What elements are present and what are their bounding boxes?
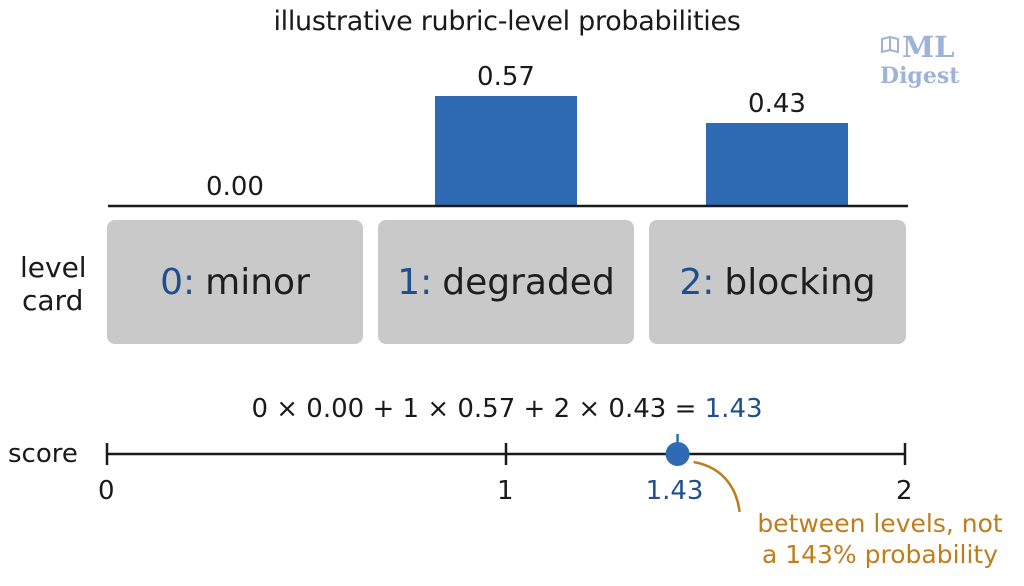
annotation-leader-line	[693, 460, 741, 513]
score-annotation-line1: between levels, not	[757, 509, 1003, 538]
score-tick-label-1: 1	[497, 476, 514, 506]
score-formula-text: 0 × 0.00 + 1 × 0.57 + 2 × 0.43 =	[251, 394, 697, 424]
level-card-1-name: degraded	[442, 261, 615, 303]
score-marker-dot	[665, 442, 690, 466]
score-axis-label: score	[8, 439, 78, 469]
level-card-1-num: 1:	[397, 261, 433, 303]
bar-value-label-2: 0.43	[748, 89, 806, 119]
score-tick-label-2: 2	[896, 476, 913, 506]
level-card-label: level	[20, 251, 87, 284]
score-annotation-line2: a 143% probability	[761, 540, 999, 569]
score-annotation: between levels, not a 143% probability	[735, 508, 1024, 570]
level-card-2-name: blocking	[724, 261, 876, 303]
level-card-label-line1: level	[20, 251, 87, 284]
level-card-label-2: card	[22, 284, 83, 317]
bar-level-1	[435, 96, 577, 206]
score-tick-label-0: 0	[98, 476, 115, 506]
level-card-2-num: 2:	[679, 261, 715, 303]
chart-title: illustrative rubric-level probabilities	[273, 6, 741, 37]
book-icon	[881, 36, 899, 54]
bar-value-label-0: 0.00	[206, 172, 264, 202]
score-formula: 0 × 0.00 + 1 × 0.57 + 2 × 0.43 = 1.43	[0, 394, 1014, 424]
logo-line2: Digest	[880, 63, 960, 89]
logo-line1: ML	[902, 30, 955, 64]
level-card-2: 2: blocking	[649, 220, 906, 344]
bar-value-label-1: 0.57	[477, 62, 535, 92]
level-card-1: 1: degraded	[378, 220, 634, 344]
ml-digest-logo: ML Digest	[880, 30, 990, 92]
level-card-label-line2: card	[22, 284, 84, 317]
score-marker-label: 1.43	[645, 476, 704, 506]
level-card-0-num: 0:	[160, 261, 196, 303]
level-card-0-name: minor	[205, 261, 310, 303]
level-card-0: 0: minor	[107, 220, 363, 344]
score-formula-result: 1.43	[704, 394, 763, 424]
bar-level-2	[706, 123, 848, 206]
